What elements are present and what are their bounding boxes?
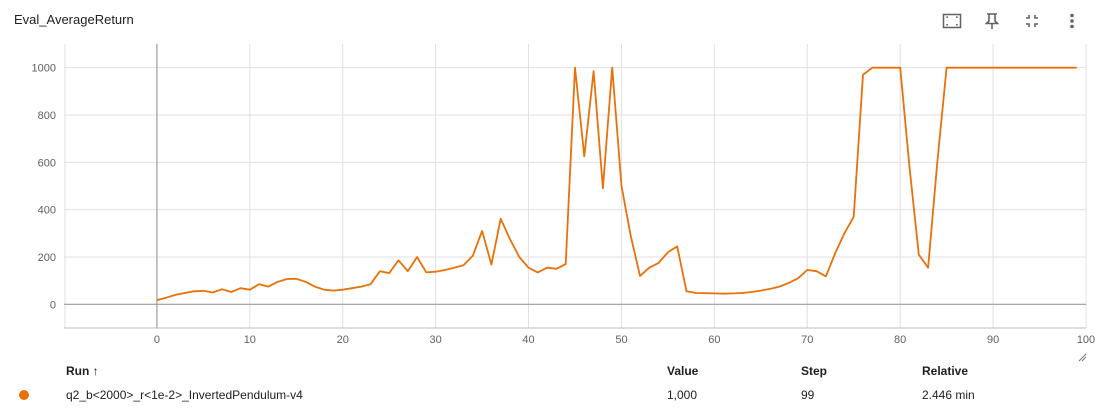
x-tick-label: 40 <box>522 334 534 346</box>
header-step: Step <box>801 364 828 378</box>
header-run[interactable]: Run ↑ <box>66 364 99 378</box>
x-tick-label: 50 <box>615 334 627 346</box>
run-name: q2_b<2000>_r<1e-2>_InvertedPendulum-v4 <box>66 388 303 402</box>
pin-icon <box>984 13 1000 29</box>
y-tick-label: 400 <box>38 205 56 217</box>
card-toolbar <box>939 8 1085 34</box>
y-tick-label: 800 <box>38 110 56 122</box>
x-tick-label: 100 <box>1077 334 1095 346</box>
x-tick-label: 60 <box>708 334 720 346</box>
x-tick-label: 70 <box>801 334 813 346</box>
more-vert-icon <box>1070 13 1074 29</box>
x-tick-label: 0 <box>154 334 160 346</box>
x-tick-label: 80 <box>894 334 906 346</box>
run-color-dot <box>19 390 29 400</box>
x-tick-label: 90 <box>987 334 999 346</box>
run-relative: 2.446 min <box>922 388 975 402</box>
x-tick-label: 10 <box>244 334 256 346</box>
x-tick-label: 30 <box>430 334 442 346</box>
run-value: 1,000 <box>667 388 698 402</box>
y-tick-label: 1000 <box>32 63 56 75</box>
x-tick-label: 20 <box>337 334 349 346</box>
fit-to-data-button[interactable] <box>939 8 965 34</box>
line-chart[interactable]: 0 200 400 600 800 1000 0 10 20 30 40 50 60 70 80 90 100 <box>0 40 1095 350</box>
fit-to-data-icon <box>942 13 962 29</box>
header-value: Value <box>667 364 699 378</box>
collapse-button[interactable] <box>1019 8 1045 34</box>
more-options-button[interactable] <box>1059 8 1085 34</box>
y-tick-label: 0 <box>50 299 56 311</box>
collapse-icon <box>1026 15 1038 27</box>
pin-button[interactable] <box>979 8 1005 34</box>
series-line <box>156 66 1077 301</box>
card-title: Eval_AverageReturn <box>14 12 134 27</box>
header-relative: Relative <box>922 364 969 378</box>
y-tick-label: 600 <box>38 157 56 169</box>
y-tick-label: 200 <box>38 252 56 264</box>
run-step: 99 <box>801 388 815 402</box>
resize-handle-icon[interactable] <box>1077 349 1087 362</box>
